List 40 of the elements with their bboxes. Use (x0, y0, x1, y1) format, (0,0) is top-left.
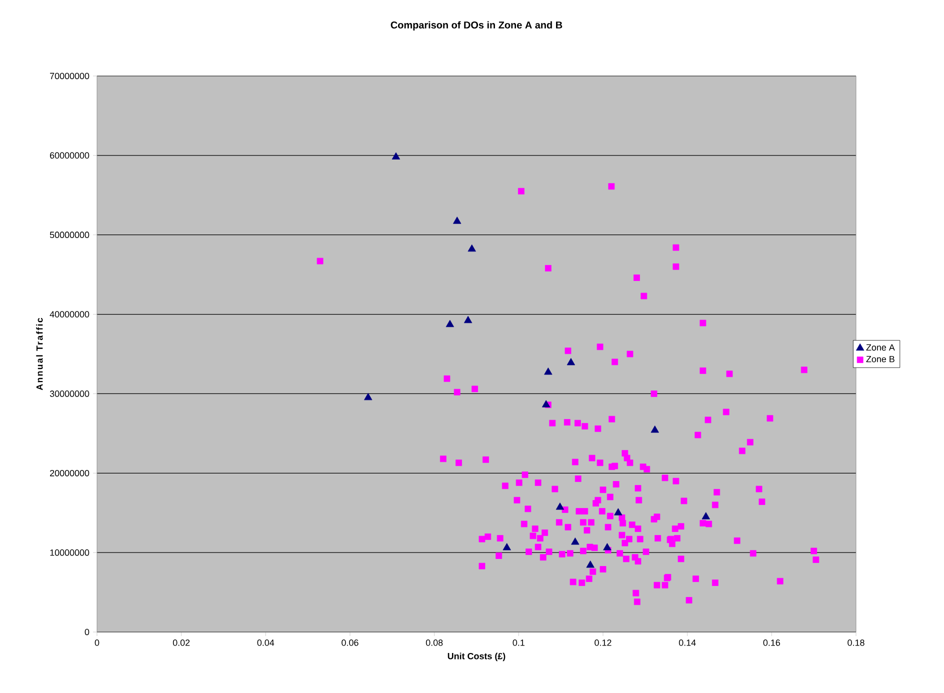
point (446, 320, 454, 328)
point (468, 244, 476, 252)
point (614, 508, 622, 516)
y-tick-label: 0 (84, 628, 90, 636)
x-tick-label: 0.16 (763, 640, 780, 646)
x-tick-label: 0.14 (678, 640, 696, 646)
point (571, 538, 580, 545)
point (364, 392, 372, 400)
y-tick-label: 40000000 (50, 311, 90, 318)
point (603, 543, 612, 550)
y-tick-label: 50000000 (50, 232, 90, 238)
y-tick-label: 70000000 (50, 72, 90, 80)
x-tick-label: 0.12 (594, 640, 612, 646)
x-tick-label: 0.1 (512, 640, 524, 646)
x-tick-label: 0 (94, 640, 100, 646)
y-tick-label: 60000000 (50, 152, 90, 159)
point (464, 316, 472, 324)
x-tick-label: 0.18 (848, 640, 864, 646)
point (566, 358, 576, 366)
y-tick-label: 20000000 (50, 470, 90, 476)
y-tick-label: 30000000 (50, 390, 90, 397)
point (702, 512, 710, 520)
point (392, 152, 400, 160)
y-axis-title: Annual Traffic (36, 318, 43, 390)
point (542, 400, 550, 408)
point (502, 543, 511, 550)
point (453, 216, 462, 224)
point (556, 502, 564, 510)
point (544, 368, 552, 375)
legend-label: Zone B (866, 356, 894, 362)
chart-title: Comparison of DOs in Zone A and B (390, 21, 562, 30)
legend-label: Zone A (866, 344, 895, 351)
x-tick-label: 0.02 (172, 640, 190, 646)
x-tick-label: 0.08 (426, 640, 443, 646)
point (586, 560, 594, 568)
y-tick-label: 10000000 (50, 549, 90, 556)
x-axis-title: Unit Costs (£) (448, 652, 506, 662)
point (650, 426, 659, 433)
x-tick-label: 0.04 (257, 640, 274, 646)
x-tick-label: 0.06 (342, 640, 358, 646)
